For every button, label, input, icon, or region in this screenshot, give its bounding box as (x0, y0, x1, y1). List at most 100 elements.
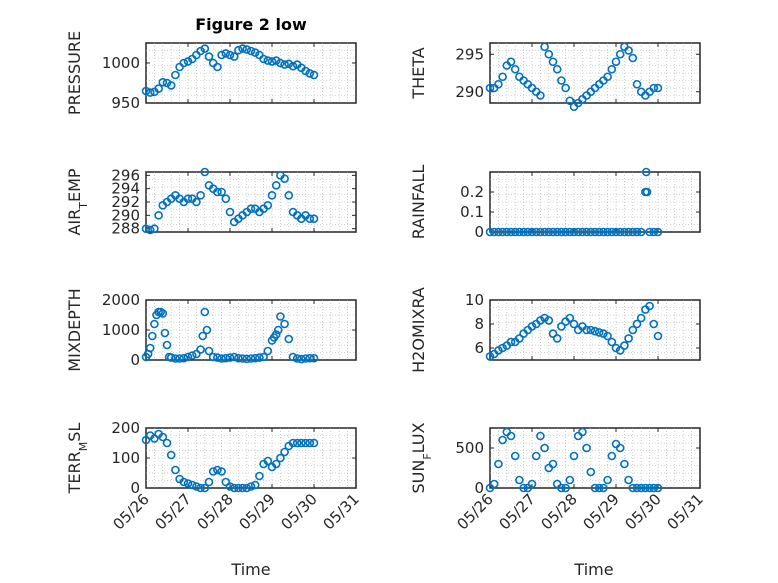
data-point (288, 352, 298, 362)
data-point (271, 56, 281, 65)
series-points (485, 167, 663, 237)
y-tick-label: 8 (474, 315, 484, 333)
data-point (515, 475, 524, 485)
data-point (599, 329, 608, 338)
data-point (154, 211, 163, 220)
data-point (494, 227, 503, 237)
x-tick-label: 05/31 (664, 490, 707, 533)
data-point (573, 227, 583, 237)
data-point (280, 174, 289, 183)
data-point (536, 431, 545, 441)
x-tick-label: 05/29 (236, 490, 279, 533)
data-point (636, 313, 646, 323)
x-tick-label: 05/28 (538, 490, 581, 533)
data-point (603, 72, 612, 82)
subplot-7: 05/2605/2705/2805/2905/3005/310100200TER… (65, 419, 363, 533)
data-point (565, 475, 575, 485)
data-point (485, 83, 495, 93)
data-point (158, 77, 168, 87)
data-point (645, 483, 654, 493)
data-point (582, 325, 591, 335)
data-point (494, 459, 503, 469)
data-point (263, 346, 273, 356)
data-point (305, 438, 315, 448)
data-point (271, 330, 281, 339)
data-point (620, 459, 629, 469)
data-point (246, 482, 256, 491)
data-point (200, 307, 210, 317)
data-point (557, 483, 566, 493)
data-point (607, 337, 617, 347)
data-point (582, 227, 591, 237)
data-point (267, 57, 277, 66)
data-point (498, 72, 507, 82)
data-point (641, 167, 651, 177)
data-point (649, 483, 659, 493)
data-point (506, 227, 516, 237)
data-point (234, 483, 243, 493)
y-tick-label: 0 (130, 351, 140, 369)
data-point (208, 467, 218, 476)
y-axis-label: MIXDEPTH (65, 288, 84, 371)
data-point (238, 44, 247, 53)
data-point (552, 227, 562, 237)
data-point (284, 334, 294, 344)
data-point (160, 328, 170, 338)
data-point (280, 60, 289, 69)
data-point (540, 42, 549, 52)
data-point (607, 227, 617, 237)
subplot-2: 290 295 THETA (409, 42, 701, 112)
y-axis-label: H2OMIXRA (409, 287, 428, 373)
data-point (594, 483, 604, 493)
data-point (192, 482, 201, 491)
data-point (641, 483, 650, 493)
data-point (242, 483, 252, 493)
data-point (263, 201, 273, 210)
data-point (280, 447, 289, 457)
data-point (150, 434, 159, 443)
data-point (586, 325, 596, 335)
data-point (276, 58, 285, 68)
data-point (238, 354, 247, 363)
data-point (615, 443, 625, 453)
data-point (217, 354, 226, 363)
data-point (259, 54, 268, 64)
data-point (498, 435, 507, 445)
data-point (624, 475, 633, 485)
data-point (309, 353, 319, 363)
data-point (498, 227, 507, 237)
data-point (561, 227, 570, 237)
data-point (284, 59, 294, 69)
data-point (489, 227, 499, 237)
data-point (276, 453, 285, 463)
data-point (624, 227, 633, 237)
data-point (234, 45, 243, 55)
data-point (288, 438, 298, 448)
data-point (628, 325, 638, 335)
y-tick-label: 200 (111, 419, 140, 437)
grid (146, 300, 356, 360)
data-point (599, 483, 608, 493)
data-point (611, 343, 621, 353)
grid (146, 428, 356, 488)
data-point (200, 44, 210, 53)
x-tick-label: 05/30 (278, 490, 321, 533)
data-point (645, 301, 654, 311)
data-point (615, 346, 625, 355)
data-point (229, 352, 239, 362)
data-point (510, 451, 520, 461)
data-point (204, 477, 214, 487)
data-point (225, 50, 235, 60)
data-point (297, 438, 306, 448)
data-point (221, 477, 231, 487)
data-point (544, 316, 554, 325)
data-point (494, 79, 503, 89)
data-point (141, 86, 151, 96)
data-point (649, 227, 659, 237)
data-point (292, 354, 302, 363)
data-point (225, 482, 235, 491)
data-point (301, 354, 310, 363)
data-point (271, 459, 281, 469)
